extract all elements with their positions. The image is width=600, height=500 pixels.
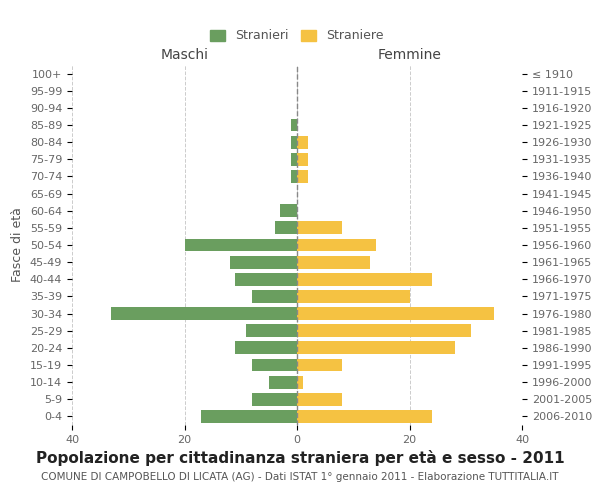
Bar — [297, 358, 342, 372]
Bar — [202, 410, 297, 423]
Bar — [247, 324, 297, 337]
Bar — [297, 393, 342, 406]
Bar — [297, 256, 370, 268]
Text: Femmine: Femmine — [377, 48, 442, 62]
Text: Popolazione per cittadinanza straniera per età e sesso - 2011: Popolazione per cittadinanza straniera p… — [35, 450, 565, 466]
Bar — [297, 324, 472, 337]
Bar — [280, 204, 297, 217]
Bar — [297, 342, 455, 354]
Bar — [297, 273, 432, 285]
Bar — [292, 153, 297, 166]
Bar — [269, 376, 297, 388]
Bar — [252, 290, 297, 303]
Bar — [252, 393, 297, 406]
Bar — [297, 136, 308, 148]
Bar — [292, 136, 297, 148]
Bar — [292, 170, 297, 183]
Bar — [292, 118, 297, 132]
Bar — [275, 222, 297, 234]
Bar — [297, 290, 409, 303]
Bar — [297, 222, 342, 234]
Bar — [252, 358, 297, 372]
Bar — [235, 273, 297, 285]
Bar — [297, 238, 376, 252]
Text: COMUNE DI CAMPOBELLO DI LICATA (AG) - Dati ISTAT 1° gennaio 2011 - Elaborazione : COMUNE DI CAMPOBELLO DI LICATA (AG) - Da… — [41, 472, 559, 482]
Legend: Stranieri, Straniere: Stranieri, Straniere — [205, 24, 389, 48]
Bar — [185, 238, 297, 252]
Bar — [229, 256, 297, 268]
Bar — [297, 153, 308, 166]
Bar — [235, 342, 297, 354]
Y-axis label: Fasce di età: Fasce di età — [11, 208, 25, 282]
Bar — [112, 307, 297, 320]
Bar — [297, 307, 494, 320]
Bar — [297, 170, 308, 183]
Bar — [297, 376, 302, 388]
Bar — [297, 410, 432, 423]
Y-axis label: Anni di nascita: Anni di nascita — [599, 198, 600, 291]
Text: Maschi: Maschi — [161, 48, 209, 62]
